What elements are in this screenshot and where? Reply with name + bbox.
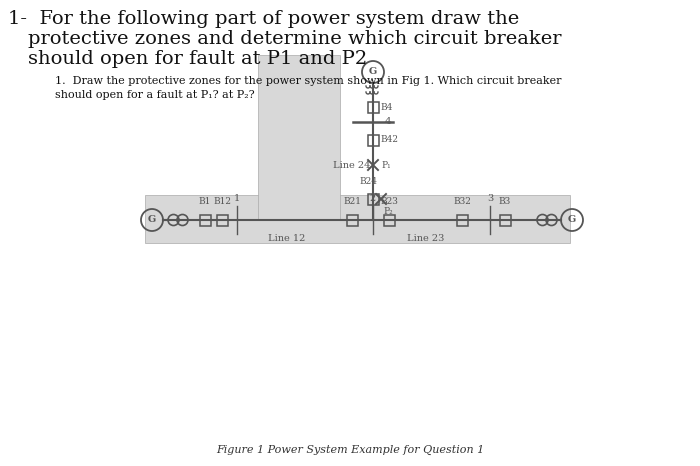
Bar	[368, 102, 379, 112]
Text: Line 23: Line 23	[407, 234, 444, 243]
Text: G: G	[568, 215, 576, 225]
Bar	[368, 193, 379, 205]
Text: B12: B12	[213, 197, 231, 206]
Text: should open for fault at P1 and P2: should open for fault at P1 and P2	[28, 50, 368, 68]
Bar	[346, 214, 358, 226]
Bar	[258, 55, 340, 220]
Text: Figure 1 Power System Example for Question 1: Figure 1 Power System Example for Questi…	[216, 445, 484, 455]
Text: Line 12: Line 12	[268, 234, 306, 243]
Bar	[199, 214, 211, 226]
Bar	[456, 214, 468, 226]
Text: G: G	[369, 68, 377, 76]
Text: 1.  Draw the protective zones for the power system shown in Fig 1. Which circuit: 1. Draw the protective zones for the pow…	[55, 76, 561, 86]
Bar	[368, 135, 379, 145]
Text: B3: B3	[499, 197, 511, 206]
Text: P₁: P₁	[381, 160, 391, 170]
Bar	[384, 214, 395, 226]
Text: B21: B21	[343, 197, 361, 206]
Text: B23: B23	[380, 197, 398, 206]
Text: B32: B32	[453, 197, 471, 206]
Text: B24: B24	[359, 177, 377, 186]
Text: G: G	[148, 215, 156, 225]
Text: should open for a fault at P₁? at P₂?: should open for a fault at P₁? at P₂?	[55, 90, 255, 100]
Text: 3: 3	[487, 194, 493, 203]
Text: 4: 4	[385, 117, 391, 126]
Bar	[145, 195, 570, 243]
Text: B42: B42	[380, 136, 398, 144]
Text: P₂: P₂	[383, 207, 393, 216]
Bar	[216, 214, 228, 226]
Text: protective zones and determine which circuit breaker: protective zones and determine which cir…	[28, 30, 561, 48]
Bar	[500, 214, 510, 226]
Text: 2: 2	[370, 194, 376, 203]
Text: 1-  For the following part of power system draw the: 1- For the following part of power syste…	[8, 10, 519, 28]
Text: B1: B1	[199, 197, 211, 206]
Text: B4: B4	[380, 103, 393, 111]
Text: 1: 1	[234, 194, 240, 203]
Text: Line 24: Line 24	[333, 160, 370, 170]
